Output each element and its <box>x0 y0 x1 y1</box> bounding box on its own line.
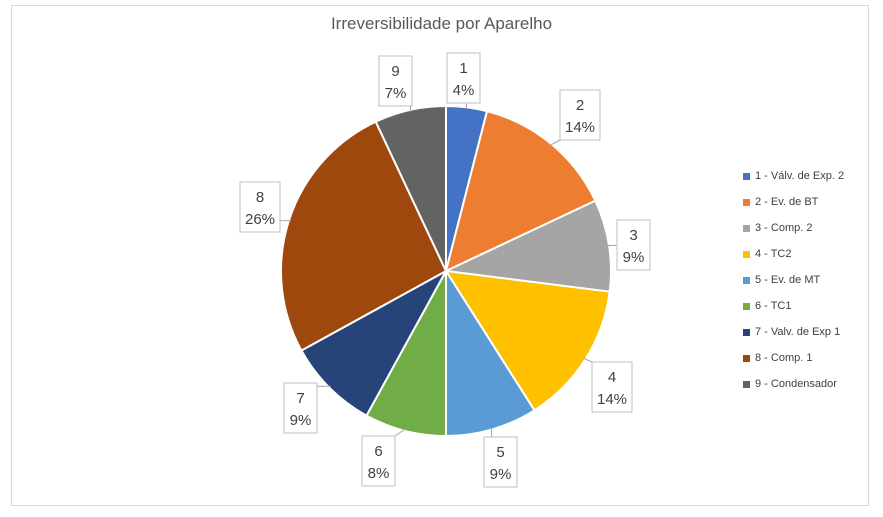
legend-label-6: 6 - TC1 <box>755 300 792 312</box>
data-label-percent-9: 7% <box>385 85 407 102</box>
data-label-category-1: 1 <box>459 60 467 77</box>
leader-line-6 <box>394 428 406 437</box>
legend-swatch-2 <box>743 198 750 206</box>
data-label-box-3 <box>616 219 651 271</box>
data-label-7: 79% <box>283 382 331 434</box>
data-label-4: 414% <box>583 357 633 413</box>
data-label-box-7 <box>283 382 318 434</box>
data-label-box-6 <box>361 435 396 487</box>
legend-swatch-4 <box>743 250 750 258</box>
data-label-category-8: 8 <box>256 189 264 206</box>
data-label-box-8 <box>239 181 281 233</box>
data-label-9: 97% <box>378 55 413 112</box>
legend-swatch-9 <box>743 380 750 388</box>
data-label-percent-8: 26% <box>245 211 275 228</box>
legend-label-9: 9 - Condensador <box>755 378 837 390</box>
legend-label-4: 4 - TC2 <box>755 248 792 260</box>
data-label-category-4: 4 <box>608 369 616 386</box>
legend-item-2: 2 - Ev. de BT <box>743 194 818 210</box>
leader-line-2 <box>549 139 561 146</box>
legend-label-5: 5 - Ev. de MT <box>755 274 821 286</box>
pie-slice-7 <box>300 268 449 417</box>
legend-label-7: 7 - Valv. de Exp 1 <box>755 326 841 338</box>
data-label-2: 214% <box>549 89 601 146</box>
data-label-box-5 <box>483 436 518 488</box>
pie-slice-5 <box>445 267 536 438</box>
legend-label-2: 2 - Ev. de BT <box>755 196 819 208</box>
data-label-category-5: 5 <box>496 444 504 461</box>
data-label-percent-3: 9% <box>623 249 645 266</box>
data-label-percent-4: 14% <box>597 391 627 408</box>
data-label-6: 68% <box>361 428 406 487</box>
data-label-category-2: 2 <box>576 97 584 114</box>
data-label-category-6: 6 <box>374 443 382 460</box>
legend-item-6: 6 - TC1 <box>743 298 791 314</box>
data-label-box-1 <box>446 52 481 104</box>
data-label-box-9 <box>378 55 413 107</box>
data-label-category-3: 3 <box>629 227 637 244</box>
data-label-category-7: 7 <box>296 390 304 407</box>
legend-swatch-1 <box>743 172 750 180</box>
pie-slice-8 <box>280 120 448 352</box>
legend-label-8: 8 - Comp. 1 <box>755 352 813 364</box>
legend-item-9: 9 - Condensador <box>743 376 837 392</box>
data-label-percent-1: 4% <box>453 82 475 99</box>
chart-title: Irreversibilidade por Aparelho <box>330 14 553 33</box>
data-label-8: 826% <box>239 181 291 233</box>
legend-item-3: 3 - Comp. 2 <box>743 220 812 236</box>
legend-label-3: 3 - Comp. 2 <box>755 222 813 234</box>
legend-swatch-8 <box>743 354 750 362</box>
data-label-box-2 <box>559 89 601 141</box>
data-label-5: 59% <box>483 427 518 488</box>
legend-label-1: 1 - Válv. de Exp. 2 <box>755 170 845 182</box>
data-label-percent-6: 8% <box>368 465 390 482</box>
data-label-percent-5: 9% <box>490 466 512 483</box>
legend-swatch-6 <box>743 302 750 310</box>
data-label-percent-2: 14% <box>565 119 595 136</box>
legend-item-4: 4 - TC2 <box>743 246 791 262</box>
data-label-box-4 <box>591 361 633 413</box>
data-label-1: 14% <box>446 52 481 110</box>
legend-item-7: 7 - Valv. de Exp 1 <box>743 324 840 340</box>
legend-swatch-7 <box>743 328 750 336</box>
pie-slice-2 <box>444 109 597 273</box>
legend-item-8: 8 - Comp. 1 <box>743 350 812 366</box>
legend-swatch-3 <box>743 224 750 232</box>
legend-item-5: 5 - Ev. de MT <box>743 272 820 288</box>
data-label-percent-7: 9% <box>290 412 312 429</box>
leader-line-4 <box>583 357 593 363</box>
data-label-3: 39% <box>606 219 651 271</box>
legend-item-1: 1 - Válv. de Exp. 2 <box>743 168 844 184</box>
legend-swatch-5 <box>743 276 750 284</box>
data-label-category-9: 9 <box>391 63 399 80</box>
